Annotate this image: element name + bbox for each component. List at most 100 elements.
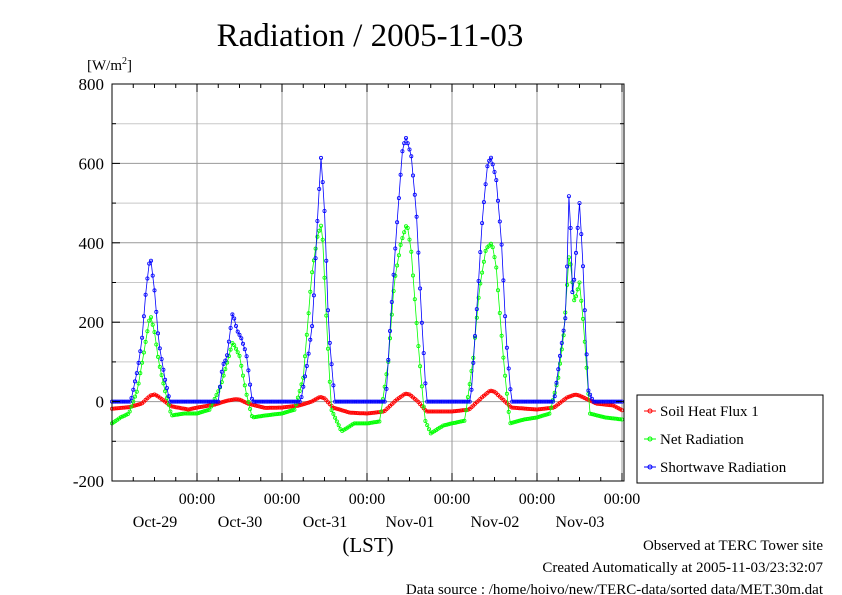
data-point [556, 367, 561, 372]
data-point [490, 389, 495, 394]
data-point [327, 379, 332, 384]
data-point [290, 404, 295, 409]
data-point [127, 409, 132, 414]
data-point [150, 392, 155, 397]
x-tick-date-label: Nov-03 [556, 514, 605, 531]
data-point [494, 265, 499, 270]
data-point [550, 399, 555, 404]
data-point [187, 407, 192, 412]
data-point [212, 396, 217, 401]
data-point [363, 421, 368, 426]
data-point [285, 404, 290, 409]
data-point [157, 364, 162, 369]
data-point [405, 392, 410, 397]
data-point [136, 381, 141, 386]
data-point [455, 408, 460, 413]
data-point [497, 219, 502, 224]
data-point [501, 355, 506, 360]
data-point [171, 404, 176, 409]
data-point [574, 294, 579, 299]
data-point [198, 410, 203, 415]
data-point [526, 406, 531, 411]
data-point [476, 278, 481, 283]
data-point [200, 404, 205, 409]
data-point [565, 282, 570, 287]
data-point [198, 399, 203, 404]
data-point [302, 354, 307, 359]
x-tick-time-label: 00:00 [604, 491, 640, 508]
data-point [214, 392, 219, 397]
data-point [407, 147, 412, 152]
data-point [586, 388, 591, 393]
data-point [310, 324, 315, 329]
data-point [409, 249, 414, 254]
data-point [304, 332, 309, 337]
data-point [515, 405, 520, 410]
y-tick-label: 800 [79, 75, 105, 94]
data-point [233, 346, 238, 351]
data-point [584, 352, 589, 357]
data-point [391, 272, 396, 277]
data-point [612, 416, 617, 421]
data-point [336, 407, 341, 412]
data-point [508, 421, 513, 426]
data-point [409, 154, 414, 159]
data-point [421, 351, 426, 356]
data-point [467, 399, 472, 404]
footer-data-source: Data source : /home/hoivo/new/TERC-data/… [406, 582, 824, 595]
data-point [132, 379, 137, 384]
data-point [382, 399, 387, 404]
data-point [386, 357, 391, 362]
data-point [426, 427, 431, 432]
data-point [166, 402, 171, 407]
data-point [503, 373, 508, 378]
data-point [488, 388, 493, 393]
data-point [134, 402, 139, 407]
data-point [285, 409, 290, 414]
data-point [510, 420, 515, 425]
data-point [568, 225, 573, 230]
data-point [565, 395, 570, 400]
data-point [453, 420, 458, 425]
data-point [283, 405, 288, 410]
data-point [170, 399, 175, 404]
y-tick-label: 200 [79, 313, 105, 332]
data-point [279, 411, 284, 416]
data-point [581, 264, 586, 269]
data-point [412, 297, 417, 302]
data-point [563, 316, 568, 321]
data-point [322, 275, 327, 280]
data-point [448, 409, 453, 414]
data-point [581, 316, 586, 321]
data-point [189, 406, 194, 411]
data-point [154, 309, 159, 314]
data-point [582, 308, 587, 313]
data-point [589, 396, 594, 401]
data-point [318, 155, 323, 160]
data-point [542, 413, 547, 418]
data-point [253, 414, 258, 419]
data-point [418, 364, 423, 369]
chart-title: Radiation / 2005-11-03 [217, 18, 524, 54]
legend: Soil Heat Flux 1 Net Radiation Shortwave R… [636, 394, 824, 484]
data-point [419, 320, 424, 325]
data-point [249, 402, 254, 407]
data-point [577, 201, 582, 206]
data-point [501, 278, 506, 283]
data-point [232, 316, 237, 321]
data-point [425, 423, 430, 428]
data-point [574, 392, 579, 397]
y-tick-label: 600 [79, 154, 105, 173]
data-point [230, 397, 235, 402]
data-point [290, 408, 295, 413]
data-point [497, 310, 502, 315]
data-point [217, 384, 222, 389]
data-point [572, 277, 577, 282]
data-point [187, 411, 192, 416]
data-point [302, 401, 307, 406]
data-point [132, 403, 137, 408]
data-point [423, 418, 428, 423]
data-point [611, 416, 616, 421]
data-point [419, 384, 424, 389]
data-point [375, 410, 380, 415]
